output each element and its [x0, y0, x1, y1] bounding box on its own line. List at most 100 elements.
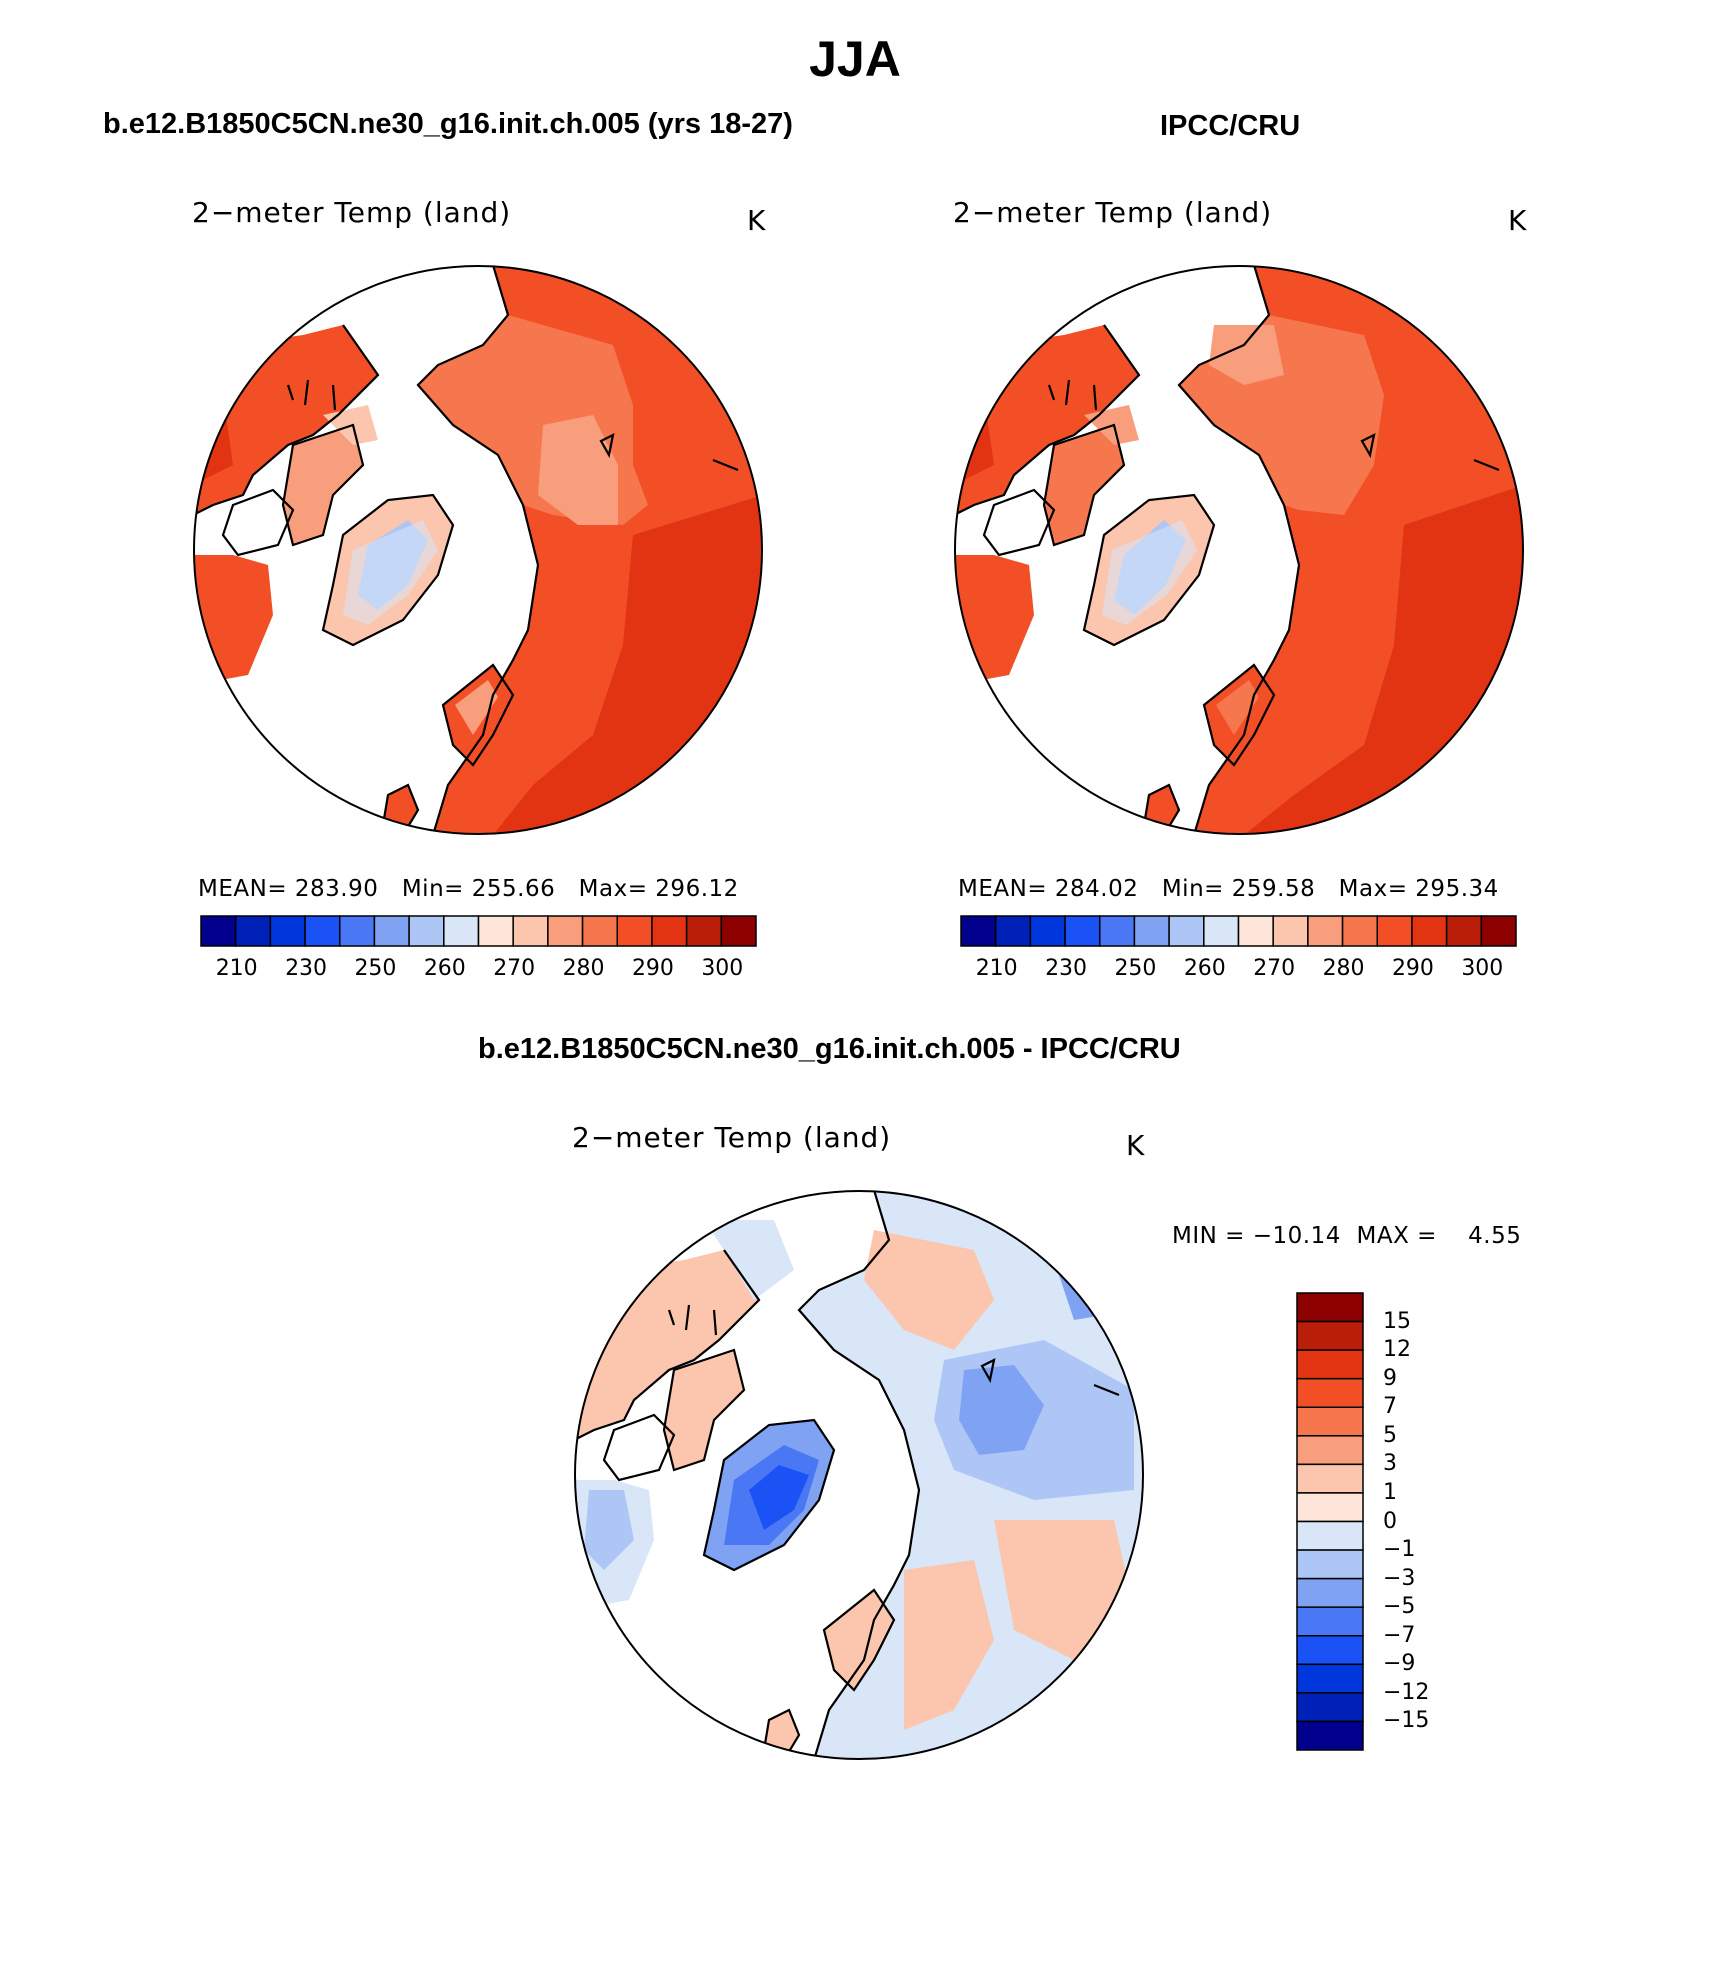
map-boundary: [954, 265, 1524, 835]
max-label: MAX =: [1356, 1223, 1445, 1249]
colorbar-swatch: [651, 915, 688, 947]
canadian-archipelago: [1044, 425, 1124, 545]
colorbar-swatch: [581, 915, 618, 947]
colorbar-swatch: [1376, 915, 1413, 947]
colorbar-swatch: [1307, 915, 1344, 947]
colorbar-swatch: [1296, 1692, 1364, 1723]
hudson-bay: [604, 1415, 674, 1480]
colorbar-swatch: [1237, 915, 1274, 947]
max-value: 4.55: [1468, 1223, 1522, 1249]
greenland-interior: [343, 520, 438, 625]
model-colorbar: [200, 915, 757, 947]
colorbar-swatch: [1296, 1549, 1364, 1580]
model-variable-label: 2−meter Temp (land): [192, 196, 512, 229]
colorbar-swatch: [512, 915, 549, 947]
colorbar-swatch: [1296, 1292, 1364, 1323]
colorbar-tick-label: 250: [354, 956, 397, 981]
diff-panel-title: b.e12.B1850C5CN.ne30_g16.init.ch.005 - I…: [478, 1033, 1181, 1065]
colorbar-swatch: [1411, 915, 1448, 947]
colorbar-swatch: [1029, 915, 1066, 947]
hudson-bay: [223, 490, 293, 555]
colorbar-tick-label: 270: [493, 956, 536, 981]
siberia-warm-patch: [864, 1230, 994, 1350]
diff-colorbar: [1296, 1292, 1364, 1751]
colorbar-swatch: [720, 915, 757, 947]
model-polar-map: [193, 265, 763, 835]
colorbar-tick-label: 280: [1322, 956, 1365, 981]
colorbar-swatch: [304, 915, 341, 947]
obs-stats: MEAN= 284.02 Min= 259.58 Max= 295.34: [958, 876, 1499, 902]
colorbar-swatch: [443, 915, 480, 947]
hudson-bay: [984, 490, 1054, 555]
colorbar-tick-label: 210: [975, 956, 1018, 981]
mean-value: 283.90: [294, 876, 379, 902]
colorbar-swatch: [685, 915, 723, 947]
map-boundary: [574, 1190, 1144, 1760]
colorbar-swatch: [547, 915, 584, 947]
scandinavia-mountains: [1216, 680, 1259, 735]
model-stats: MEAN= 283.90 Min= 255.66 Max= 296.12: [198, 876, 739, 902]
max-label: Max=: [1338, 876, 1408, 902]
colorbar-tick-label: 250: [1114, 956, 1157, 981]
colorbar-swatch: [1480, 915, 1517, 947]
colorbar-swatch: [408, 915, 445, 947]
colorbar-tick-label: 290: [631, 956, 674, 981]
colorbar-tick-label: 260: [423, 956, 466, 981]
siberia-coast-pale: [1209, 325, 1284, 385]
colorbar-swatch: [1168, 915, 1205, 947]
min-value: 255.66: [471, 876, 556, 902]
colorbar-swatch: [1296, 1520, 1364, 1551]
colorbar-tick-label: 230: [1045, 956, 1088, 981]
siberia-cold-core: [959, 1365, 1044, 1455]
colorbar-tick-label: −3: [1383, 1565, 1416, 1591]
colorbar-swatch: [1296, 1406, 1364, 1437]
colorbar-swatch: [1296, 1463, 1364, 1494]
model-units-label: K: [747, 204, 766, 237]
colorbar-tick-label: 1: [1383, 1479, 1397, 1505]
colorbar-swatch: [1296, 1492, 1364, 1523]
colorbar-tick-label: 12: [1383, 1337, 1411, 1363]
model-colorbar-ticks: 210 230 250 260 270 280 290 300: [201, 956, 756, 986]
labrador-cold: [584, 1490, 634, 1570]
colorbar-tick-label: −5: [1383, 1594, 1416, 1620]
min-label: MIN =: [1172, 1223, 1253, 1249]
colorbar-swatch: [1445, 915, 1483, 947]
colorbar-swatch: [1272, 915, 1309, 947]
model-panel-title: b.e12.B1850C5CN.ne30_g16.init.ch.005 (yr…: [103, 108, 793, 140]
siberia-coast-pale: [538, 415, 618, 525]
obs-variable-label: 2−meter Temp (land): [953, 196, 1273, 229]
colorbar-tick-label: −15: [1383, 1708, 1430, 1734]
obs-panel-title: IPCC/CRU: [1160, 110, 1301, 142]
colorbar-tick-label: 210: [215, 956, 258, 981]
colorbar-swatch: [1296, 1435, 1364, 1466]
min-label: Min=: [401, 876, 464, 902]
colorbar-tick-label: 230: [285, 956, 328, 981]
colorbar-swatch: [960, 915, 997, 947]
min-value: 259.58: [1231, 876, 1316, 902]
colorbar-swatch: [1341, 915, 1378, 947]
diff-units-label: K: [1126, 1129, 1145, 1162]
colorbar-swatch: [1296, 1720, 1364, 1751]
scandinavia-mountains: [455, 680, 498, 735]
page-title: JJA: [809, 31, 901, 87]
diff-colorbar-ticks: 15 12 9 7 5 3 1 0 −1 −3 −5 −7 −9 −12 −15: [1383, 1293, 1463, 1750]
colorbar-swatch: [1296, 1606, 1364, 1637]
max-label: Max=: [578, 876, 648, 902]
colorbar-swatch: [994, 915, 1032, 947]
colorbar-swatch: [1133, 915, 1170, 947]
colorbar-tick-label: 5: [1383, 1422, 1397, 1448]
obs-polar-map: [954, 265, 1524, 835]
colorbar-tick-label: 290: [1391, 956, 1434, 981]
colorbar-swatch: [1296, 1320, 1364, 1351]
diff-variable-label: 2−meter Temp (land): [572, 1121, 892, 1154]
greenland-interior: [1102, 520, 1197, 625]
max-value: 296.12: [655, 876, 739, 902]
colorbar-swatch: [1296, 1349, 1364, 1380]
mean-label: MEAN=: [198, 876, 288, 902]
obs-units-label: K: [1508, 204, 1527, 237]
colorbar-tick-label: 270: [1253, 956, 1296, 981]
colorbar-tick-label: −9: [1383, 1651, 1416, 1677]
diff-polar-map: [574, 1190, 1144, 1760]
diff-minmax: MIN = −10.14 MAX = 4.55: [1172, 1223, 1521, 1249]
colorbar-tick-label: 0: [1383, 1508, 1397, 1534]
